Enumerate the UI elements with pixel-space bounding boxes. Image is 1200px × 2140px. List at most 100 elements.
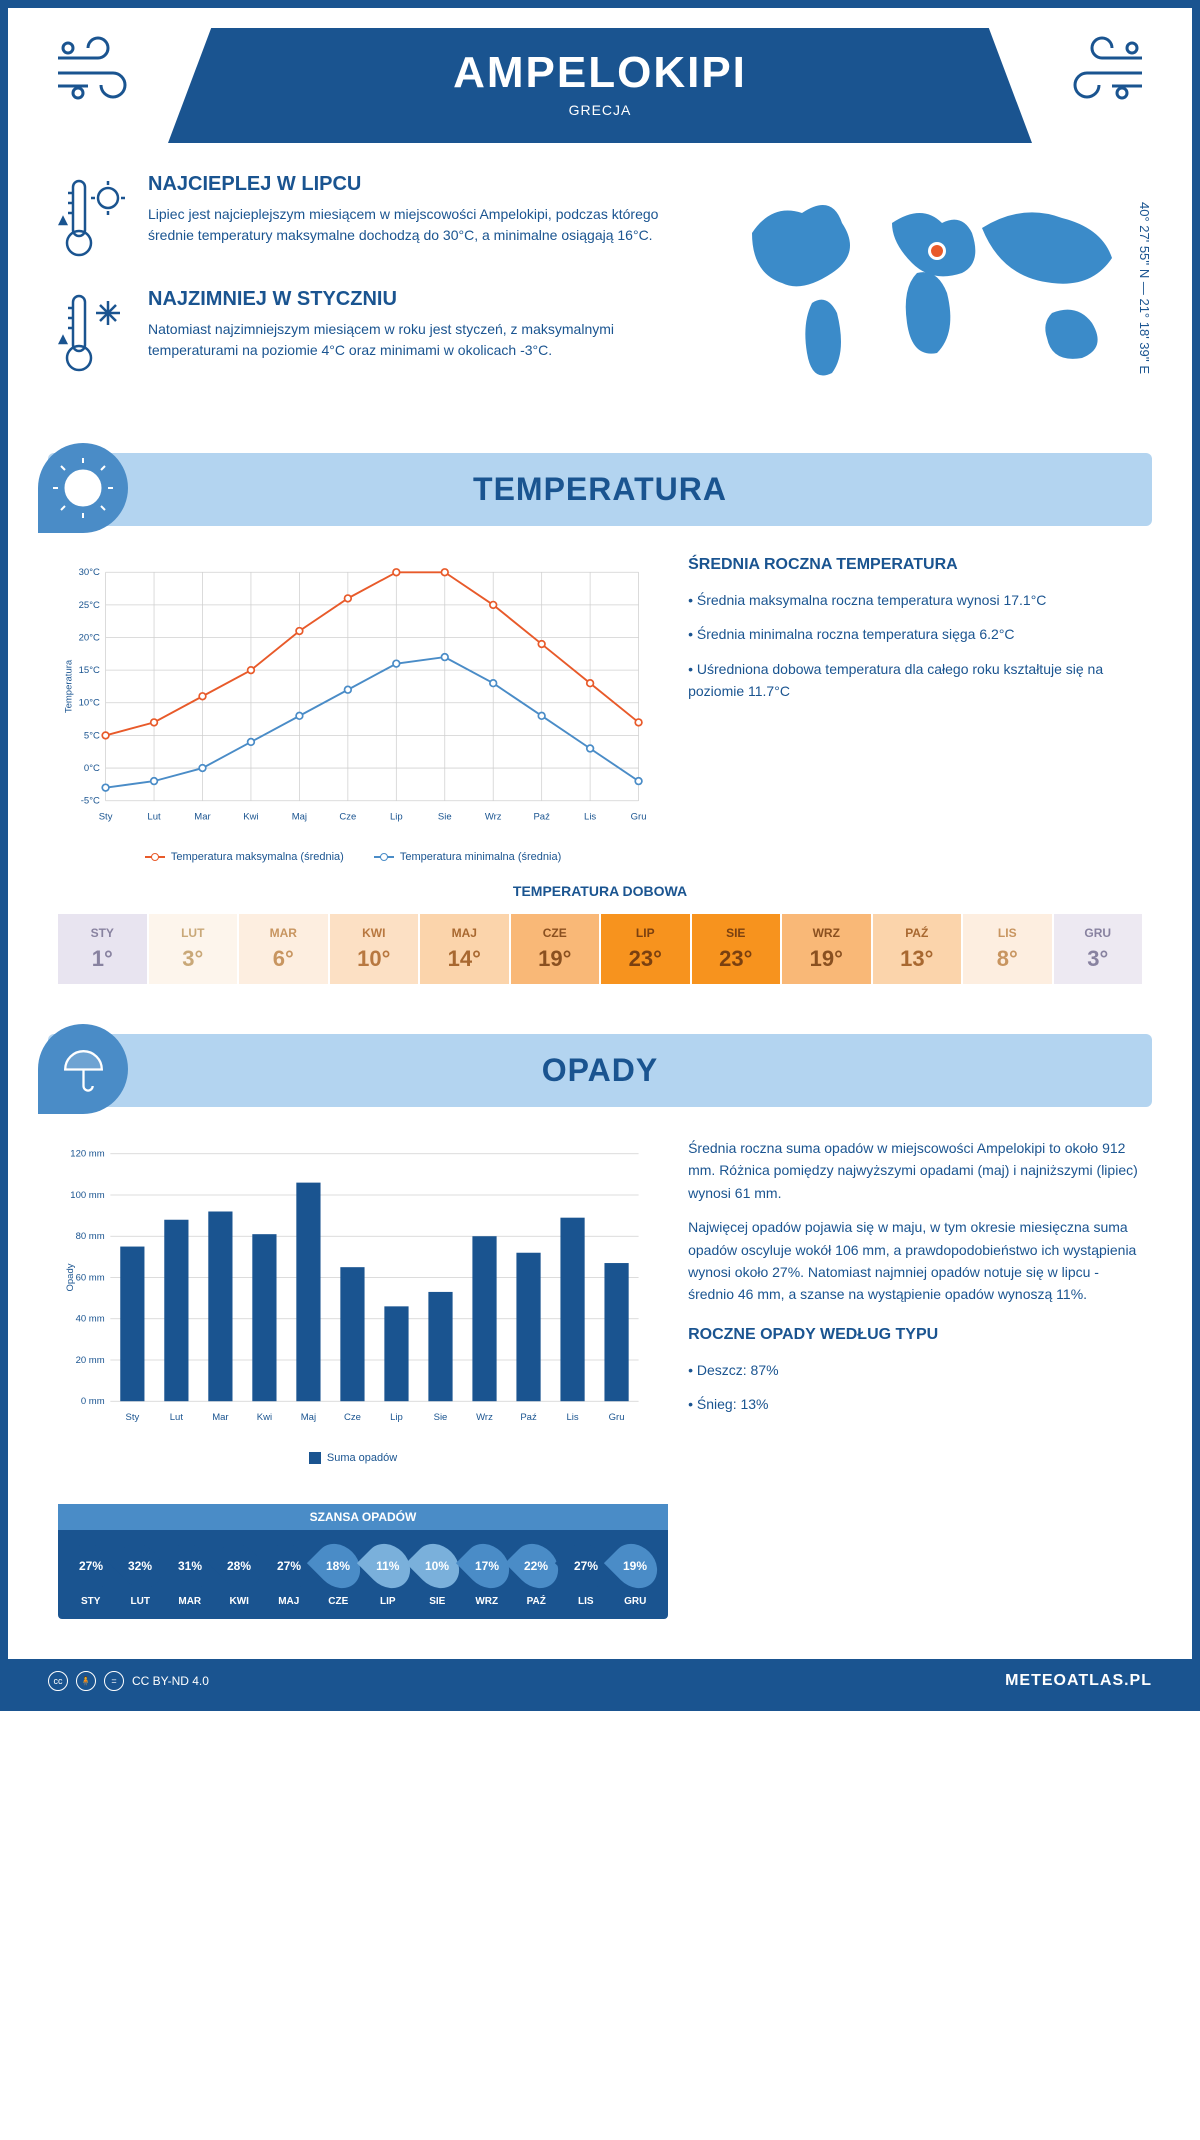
svg-text:Lis: Lis — [566, 1412, 578, 1423]
svg-text:Lis: Lis — [584, 812, 596, 823]
fact-coldest: NAJZIMNIEJ W STYCZNIU Natomiast najzimni… — [58, 288, 682, 378]
svg-text:Gru: Gru — [631, 812, 647, 823]
rain-drop-cell: 27%STY — [66, 1542, 116, 1607]
rain-drop-cell: 11%LIP — [363, 1542, 413, 1607]
precip-legend: Suma opadów — [58, 1452, 648, 1464]
svg-text:Gru: Gru — [609, 1412, 625, 1423]
footer: cc 🧍 = CC BY-ND 4.0 METEOATLAS.PL — [8, 1659, 1192, 1703]
rain-drop-cell: 18%CZE — [314, 1542, 364, 1607]
daily-temp-cell: KWI10° — [330, 914, 419, 984]
section-header-temp: TEMPERATURA — [48, 453, 1152, 526]
page: AMPELOKIPI GRECJA — [0, 0, 1200, 1711]
svg-text:Sie: Sie — [438, 812, 452, 823]
svg-text:0 mm: 0 mm — [81, 1396, 105, 1407]
daily-temp-cell: WRZ19° — [782, 914, 871, 984]
temperature-line-chart: -5°C0°C5°C10°C15°C20°C25°C30°CStyLutMarK… — [58, 556, 648, 836]
temp-bullet: • Średnia maksymalna roczna temperatura … — [688, 589, 1142, 611]
legend-min: Temperatura minimalna (średnia) — [400, 851, 561, 863]
intro-section: NAJCIEPLEJ W LIPCU Lipiec jest najcieple… — [8, 153, 1192, 433]
title-banner: AMPELOKIPI GRECJA — [168, 28, 1032, 143]
rain-drop-cell: 32%LUT — [116, 1542, 166, 1607]
fact-cold-title: NAJZIMNIEJ W STYCZNIU — [148, 288, 682, 311]
svg-text:60 mm: 60 mm — [76, 1272, 105, 1283]
fact-cold-text: Natomiast najzimniejszym miesiącem w rok… — [148, 319, 682, 361]
svg-text:Mar: Mar — [194, 812, 210, 823]
svg-text:10°C: 10°C — [79, 698, 100, 709]
daily-temp-cell: GRU3° — [1054, 914, 1143, 984]
svg-text:Paź: Paź — [533, 812, 550, 823]
temp-info: ŚREDNIA ROCZNA TEMPERATURA • Średnia mak… — [688, 556, 1142, 863]
svg-text:80 mm: 80 mm — [76, 1231, 105, 1242]
rain-chance-widget: SZANSA OPADÓW 27%STY32%LUT31%MAR28%KWI27… — [58, 1504, 668, 1619]
fact-warm-title: NAJCIEPLEJ W LIPCU — [148, 173, 682, 196]
world-map: 40° 27' 55'' N — 21° 18' 39'' E — [722, 173, 1142, 403]
precipitation-bar-chart: 0 mm 20 mm 40 mm 60 mm 80 mm 100 mm 120 mm Sty L… — [58, 1137, 648, 1437]
license-info: cc 🧍 = CC BY-ND 4.0 — [48, 1671, 209, 1691]
daily-temp-table: TEMPERATURA DOBOWA STY1°LUT3°MAR6°KWI10°… — [8, 883, 1192, 1014]
header: AMPELOKIPI GRECJA — [8, 8, 1192, 153]
svg-text:Cze: Cze — [344, 1412, 361, 1423]
svg-text:Maj: Maj — [301, 1412, 316, 1423]
daily-temp-cell: LIS8° — [963, 914, 1052, 984]
svg-text:100 mm: 100 mm — [70, 1190, 104, 1201]
rain-drop-cell: 27%LIS — [561, 1542, 611, 1607]
svg-text:Lip: Lip — [390, 1412, 403, 1423]
license-text: CC BY-ND 4.0 — [132, 1674, 209, 1688]
legend-max: Temperatura maksymalna (średnia) — [171, 851, 344, 863]
rain-drop-cell: 10%SIE — [413, 1542, 463, 1607]
nd-icon: = — [104, 1671, 124, 1691]
svg-text:40 mm: 40 mm — [76, 1314, 105, 1325]
thermometer-snow-icon — [58, 288, 128, 378]
precip-info: Średnia roczna suma opadów w miejscowośc… — [688, 1137, 1142, 1464]
rain-drop-cell: 31%MAR — [165, 1542, 215, 1607]
daily-temp-title: TEMPERATURA DOBOWA — [58, 883, 1142, 899]
precip-section-title: OPADY — [48, 1052, 1152, 1089]
svg-text:Mar: Mar — [212, 1412, 228, 1423]
precip-p2: Najwięcej opadów pojawia się w maju, w t… — [688, 1216, 1142, 1306]
svg-text:Wrz: Wrz — [476, 1412, 493, 1423]
svg-text:Temperatura: Temperatura — [63, 659, 74, 713]
page-title: AMPELOKIPI — [248, 48, 952, 98]
wind-icon-left — [48, 28, 148, 108]
svg-text:20 mm: 20 mm — [76, 1355, 105, 1366]
svg-text:Paź: Paź — [520, 1412, 537, 1423]
temp-bullet: • Średnia minimalna roczna temperatura s… — [688, 623, 1142, 645]
svg-text:120 mm: 120 mm — [70, 1149, 104, 1160]
daily-temp-cell: MAJ14° — [420, 914, 509, 984]
sun-icon — [38, 443, 128, 533]
daily-temp-cell: MAR6° — [239, 914, 328, 984]
svg-text:Sty: Sty — [99, 812, 113, 823]
precip-p1: Średnia roczna suma opadów w miejscowośc… — [688, 1137, 1142, 1204]
temp-chart-row: -5°C0°C5°C10°C15°C20°C25°C30°CStyLutMarK… — [8, 556, 1192, 883]
precip-type: • Deszcz: 87% — [688, 1359, 1142, 1381]
precip-legend-label: Suma opadów — [327, 1452, 397, 1464]
precip-type: • Śnieg: 13% — [688, 1393, 1142, 1415]
svg-text:Kwi: Kwi — [257, 1412, 272, 1423]
temp-bullet: • Uśredniona dobowa temperatura dla całe… — [688, 658, 1142, 703]
svg-text:Sty: Sty — [125, 1412, 139, 1423]
umbrella-icon — [38, 1024, 128, 1114]
svg-text:15°C: 15°C — [79, 665, 100, 676]
by-icon: 🧍 — [76, 1671, 96, 1691]
cc-icon: cc — [48, 1671, 68, 1691]
rain-drop-cell: 19%GRU — [611, 1542, 661, 1607]
svg-text:Lip: Lip — [390, 812, 403, 823]
daily-temp-cell: PAŹ13° — [873, 914, 962, 984]
coordinates: 40° 27' 55'' N — 21° 18' 39'' E — [1137, 173, 1152, 403]
rain-drop-cell: 22%PAŹ — [512, 1542, 562, 1607]
fact-warm-text: Lipiec jest najcieplejszym miesiącem w m… — [148, 204, 682, 246]
thermometer-sun-icon — [58, 173, 128, 263]
svg-text:0°C: 0°C — [84, 763, 100, 774]
temp-legend: Temperatura maksymalna (średnia) Tempera… — [58, 851, 648, 863]
daily-temp-cell: LUT3° — [149, 914, 238, 984]
rain-chance-title: SZANSA OPADÓW — [58, 1504, 668, 1530]
svg-text:Maj: Maj — [292, 812, 307, 823]
daily-temp-cell: LIP23° — [601, 914, 690, 984]
svg-text:Opady: Opady — [65, 1263, 76, 1291]
site-name: METEOATLAS.PL — [1005, 1672, 1152, 1690]
svg-text:Lut: Lut — [147, 812, 161, 823]
rain-drop-cell: 17%WRZ — [462, 1542, 512, 1607]
temp-section-title: TEMPERATURA — [48, 471, 1152, 508]
svg-text:25°C: 25°C — [79, 600, 100, 611]
rain-drop-cell: 27%MAJ — [264, 1542, 314, 1607]
